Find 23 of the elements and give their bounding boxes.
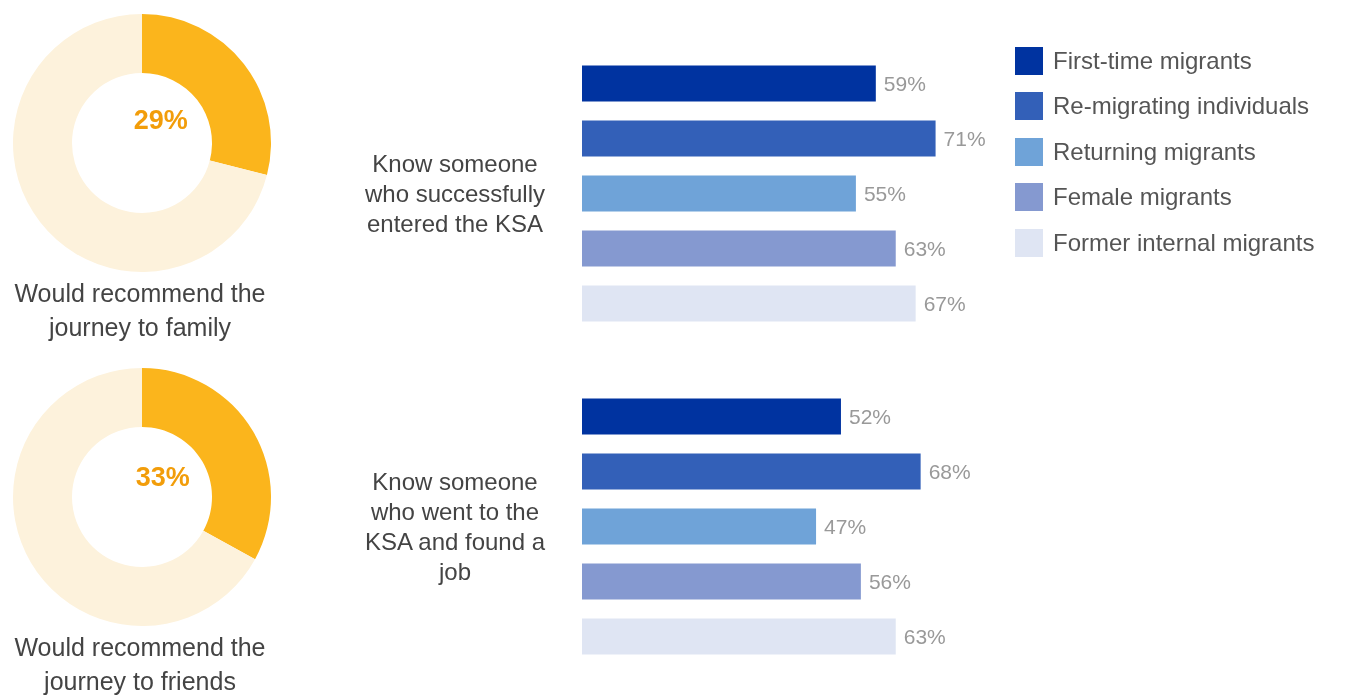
y-axis-title: Know someone who went to the KSA and found a job: [363, 467, 547, 587]
data-label: 56%: [868, 569, 911, 593]
text: Would recommend the journey to family: [13, 278, 267, 343]
data-label: 68%: [928, 459, 971, 483]
data-label: 47%: [824, 514, 867, 538]
text: Would recommend the journey to friends: [13, 632, 267, 695]
data-label: 63%: [903, 236, 946, 260]
legend-label: Former internal migrants: [1053, 228, 1315, 257]
legend-label: First-time migrants: [1053, 46, 1252, 75]
data-label: 29%: [133, 105, 188, 136]
data-label: 55%: [863, 181, 906, 205]
data-label: 59%: [883, 71, 926, 95]
y-axis-title: Know someone who successfully entered the KSA: [363, 149, 547, 239]
data-label: 71%: [943, 126, 986, 150]
data-label: 52%: [848, 404, 891, 428]
donut-slice: [13, 14, 267, 272]
legend-label: Re-migrating individuals: [1053, 92, 1310, 121]
donut-slice: [13, 368, 256, 626]
data-label: 63%: [903, 624, 946, 648]
legend-label: Returning migrants: [1053, 137, 1256, 166]
data-label: 67%: [923, 291, 966, 315]
legend-label: Female migrants: [1053, 183, 1232, 212]
data-label: 33%: [135, 462, 190, 493]
